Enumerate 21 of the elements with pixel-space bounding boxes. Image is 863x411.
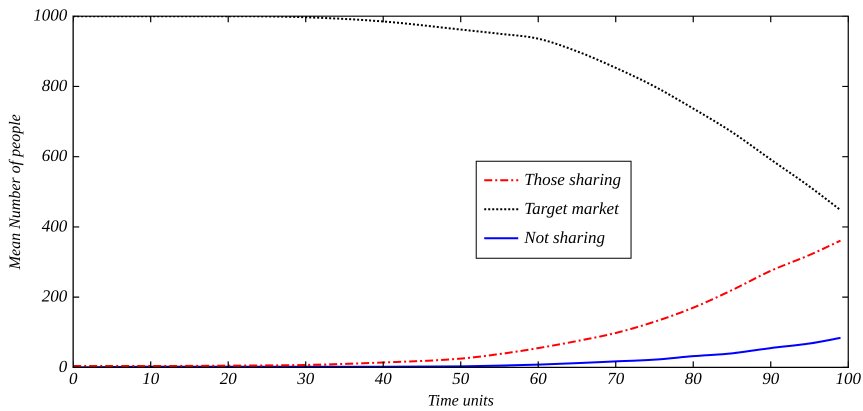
y-tick-label: 1000 xyxy=(33,6,68,25)
y-tick-label: 0 xyxy=(58,356,68,376)
x-tick-label: 90 xyxy=(762,369,780,388)
x-axis-title: Time units xyxy=(428,392,494,410)
legend-label: Not sharing xyxy=(523,228,606,247)
y-axis-title: Mean Number of people xyxy=(6,114,24,270)
legend-label: Target market xyxy=(524,198,620,218)
x-tick-label: 60 xyxy=(530,369,548,388)
x-tick-label: 10 xyxy=(142,369,160,388)
x-tick-label: 40 xyxy=(374,369,392,388)
x-tick-label: 80 xyxy=(684,369,702,388)
legend-label: Those sharing xyxy=(524,170,622,189)
y-tick-label: 400 xyxy=(42,216,68,236)
y-tick-label: 800 xyxy=(42,76,68,95)
x-tick-label: 70 xyxy=(607,369,625,388)
y-tick-label: 600 xyxy=(42,146,68,166)
x-tick-label: 50 xyxy=(452,369,470,388)
x-tick-label: 100 xyxy=(836,369,862,388)
y-tick-label: 200 xyxy=(42,286,68,306)
x-tick-label: 20 xyxy=(220,369,238,388)
x-tick-label: 30 xyxy=(296,369,315,388)
